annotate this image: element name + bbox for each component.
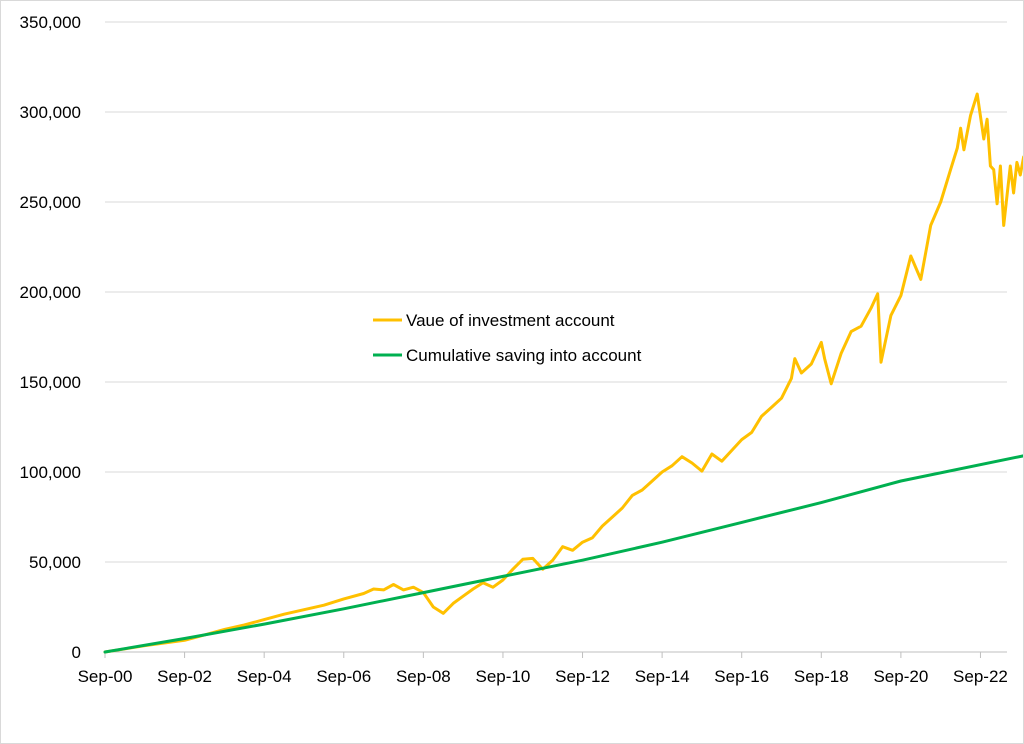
legend: Vaue of investment account Cumulative sa… <box>373 311 642 365</box>
legend-label-saving: Cumulative saving into account <box>406 346 642 365</box>
series-line-investment-value <box>103 92 1023 654</box>
y-tick-label: 250,000 <box>20 193 81 212</box>
x-axis-tick-labels: Sep-00 Sep-02 Sep-04 Sep-06 Sep-08 Sep-10 Sep-… <box>78 652 1008 686</box>
y-axis-tick-labels: 0 50,000 100,000 150,000 200,000 250,000 300,0… <box>20 13 81 662</box>
series-lines <box>103 92 1023 654</box>
y-tick-label: 50,000 <box>29 553 81 572</box>
x-tick-label: Sep-02 <box>157 667 212 686</box>
x-tick-label: Sep-22 <box>953 667 1008 686</box>
series-line-cumulative-saving <box>103 454 1023 654</box>
x-tick-label: Sep-04 <box>237 667 292 686</box>
y-tick-label: 0 <box>72 643 81 662</box>
legend-label-investment: Vaue of investment account <box>406 311 615 330</box>
x-tick-label: Sep-12 <box>555 667 610 686</box>
x-tick-label: Sep-08 <box>396 667 451 686</box>
gridlines <box>105 21 1007 653</box>
x-tick-label: Sep-18 <box>794 667 849 686</box>
x-tick-label: Sep-14 <box>635 667 690 686</box>
y-tick-label: 300,000 <box>20 103 81 122</box>
y-tick-label: 150,000 <box>20 373 81 392</box>
x-tick-label: Sep-20 <box>873 667 928 686</box>
y-tick-label: 350,000 <box>20 13 81 32</box>
y-tick-label: 100,000 <box>20 463 81 482</box>
x-tick-label: Sep-06 <box>316 667 371 686</box>
x-tick-label: Sep-00 <box>78 667 133 686</box>
x-tick-label: Sep-16 <box>714 667 769 686</box>
x-tick-label: Sep-10 <box>476 667 531 686</box>
y-tick-label: 200,000 <box>20 283 81 302</box>
